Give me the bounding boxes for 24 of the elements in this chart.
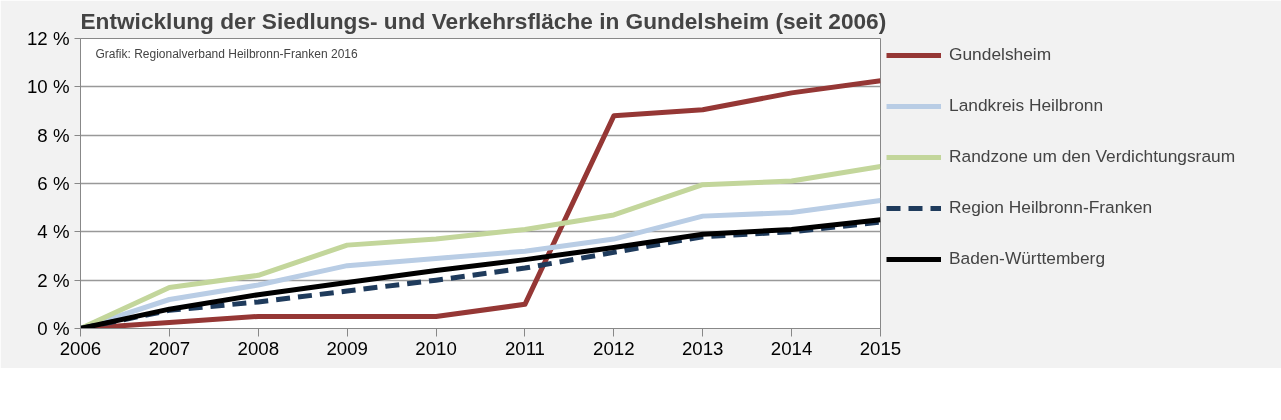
x-tick-label: 2007 — [148, 337, 191, 359]
x-tick-label: 2015 — [859, 337, 902, 359]
legend-label: Region Heilbronn-Franken — [949, 197, 1153, 218]
x-tick-label: 2006 — [59, 337, 102, 359]
x-tick-label: 2014 — [770, 337, 813, 359]
x-tick-label: 2009 — [326, 337, 368, 359]
legend-label: Randzone um den Verdichtungsraum — [949, 146, 1236, 167]
x-tick-label: 2011 — [504, 337, 546, 359]
legend-label: Baden-Württemberg — [949, 248, 1106, 269]
chart-title: Entwicklung der Siedlungs- und Verkehrsfläche in Gundelsheim (seit 2006) — [80, 7, 887, 34]
legend-label: Landkreis Heilbronn — [949, 95, 1104, 116]
annotation: Grafik: Regionalverband Heilbronn-Franken 2016 — [95, 47, 358, 62]
x-tick-label: 2008 — [237, 337, 280, 359]
x-tick-label: 2012 — [593, 337, 635, 359]
legend-label: Gundelsheim — [949, 44, 1052, 65]
y-tick-label: 10 % — [26, 76, 70, 98]
y-tick-label: 6 % — [37, 173, 70, 194]
y-tick-label: 0 % — [37, 318, 70, 339]
y-tick-label: 2 % — [37, 269, 70, 291]
y-tick-label: 12 % — [26, 28, 70, 49]
x-tick-label: 2013 — [681, 337, 724, 359]
y-tick-label: 4 % — [37, 221, 70, 243]
x-tick-label: 2010 — [415, 337, 457, 359]
y-tick-label: 8 % — [37, 124, 70, 146]
